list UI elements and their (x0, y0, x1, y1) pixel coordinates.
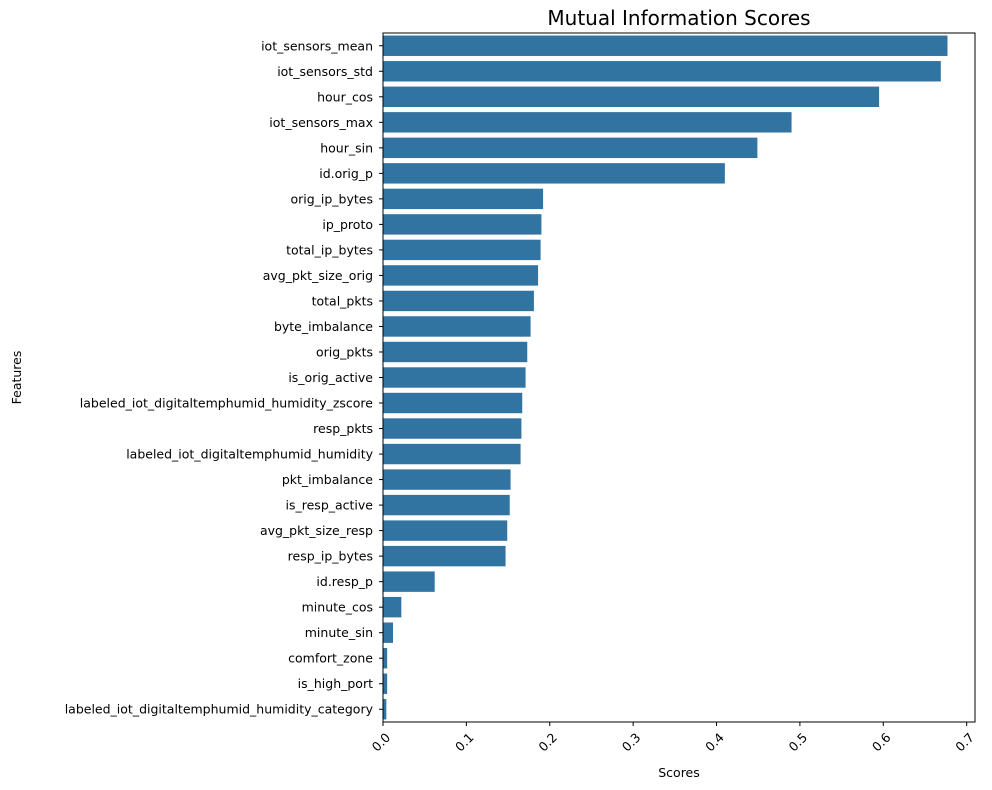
bar (383, 699, 387, 720)
bar (383, 367, 526, 388)
chart-title: Mutual Information Scores (547, 6, 810, 30)
y-tick-label: comfort_zone (288, 651, 373, 666)
y-tick-labels: iot_sensors_mean iot_sensors_std hour_cosi… (65, 38, 383, 717)
y-tick-label: byte_imbalance (274, 319, 373, 334)
x-tick-label: 0.2 (535, 730, 560, 755)
x-tick-label: 0.1 (452, 730, 477, 755)
y-tick-label: avg_pkt_size_orig (263, 268, 373, 283)
bar (383, 520, 508, 541)
bar (383, 316, 531, 337)
y-tick-label: id.resp_p (316, 574, 373, 589)
bar (383, 443, 521, 465)
bar (383, 112, 792, 133)
bar (383, 86, 880, 108)
bar (383, 494, 510, 516)
bar (383, 571, 435, 592)
y-tick-label: minute_cos (302, 600, 373, 615)
y-tick-label: total_pkts (312, 293, 373, 308)
bar (383, 596, 402, 618)
bar (383, 673, 388, 694)
y-tick-label: is_high_port (298, 676, 373, 691)
bar (383, 163, 725, 184)
y-tick-label: hour_cos (317, 89, 373, 104)
x-tick-label: 0.0 (369, 730, 394, 755)
x-tick-label: 0.6 (869, 730, 894, 755)
bar (383, 239, 541, 261)
bar (383, 35, 948, 56)
y-tick-label: iot_sensors_std (277, 64, 373, 79)
bar (383, 647, 388, 669)
bars-group (383, 35, 948, 720)
y-tick-label: resp_pkts (313, 421, 373, 436)
y-tick-label: iot_sensors_max (269, 115, 373, 130)
y-tick-label: id.orig_p (319, 166, 373, 181)
bar (383, 265, 539, 286)
x-tick-labels: 0.0 0.1 0.2 0.3 0.4 0.5 0.6 0.7 (369, 722, 977, 754)
y-tick-label: resp_ip_bytes (288, 549, 373, 564)
x-tick-label: 0.3 (619, 730, 644, 755)
y-tick-label: orig_ip_bytes (290, 191, 373, 206)
y-tick-label: is_orig_active (288, 370, 373, 385)
y-axis-title: Features (9, 351, 24, 405)
y-tick-label: avg_pkt_size_resp (260, 523, 373, 538)
y-tick-label: labeled_iot_digitaltemphumid_humidity_ca… (65, 702, 374, 717)
y-tick-label: iot_sensors_mean (261, 38, 373, 53)
bar (383, 137, 758, 159)
y-tick-label: total_ip_bytes (286, 242, 373, 257)
plot-frame (382, 32, 976, 723)
bar (383, 418, 522, 439)
y-tick-label: hour_sin (320, 140, 373, 155)
bar (383, 392, 523, 414)
y-tick-label: ip_proto (322, 217, 373, 232)
y-tick-label: labeled_iot_digitaltemphumid_humidity_zs… (80, 396, 374, 411)
bar (383, 545, 506, 567)
y-tick-label: minute_sin (305, 625, 373, 640)
bar (383, 188, 544, 210)
bar (383, 341, 528, 363)
bar (383, 469, 511, 490)
x-tick-label: 0.5 (786, 730, 811, 755)
bar (383, 214, 542, 235)
y-tick-label: labeled_iot_digitaltemphumid_humidity (126, 447, 373, 462)
y-tick-label: orig_pkts (316, 344, 373, 359)
bar (383, 622, 394, 643)
bar (383, 61, 941, 82)
x-tick-label: 0.4 (702, 730, 727, 755)
x-tick-label: 0.7 (952, 730, 977, 755)
x-axis-title: Scores (658, 765, 700, 780)
bar (383, 290, 534, 312)
y-tick-label: pkt_imbalance (282, 472, 373, 487)
y-tick-label: is_resp_active (286, 498, 374, 513)
